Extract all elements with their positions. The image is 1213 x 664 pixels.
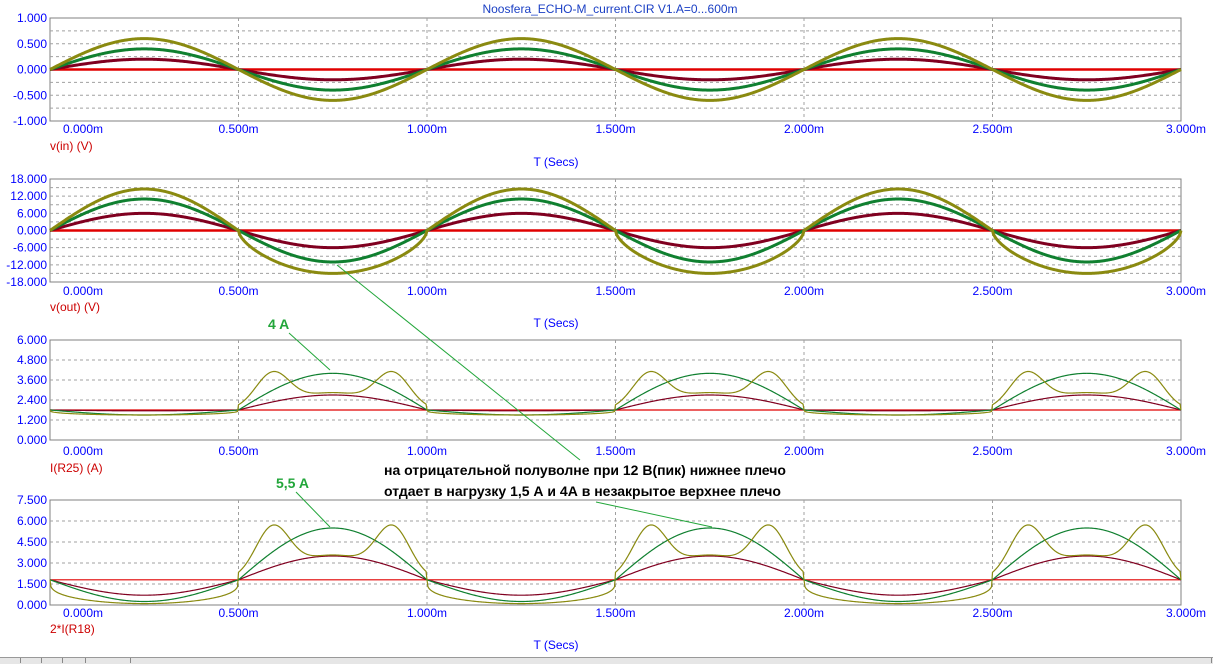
y-tick-label: 2.400 xyxy=(17,393,47,407)
annotation-pointer-vout xyxy=(336,264,581,461)
series-line-olive xyxy=(49,37,1182,102)
series-line-green xyxy=(49,372,1182,416)
x-tick-label: 0.500m xyxy=(218,284,258,298)
annotation-pointer-55a xyxy=(295,491,331,528)
y-tick-label: 0.500 xyxy=(17,37,47,51)
x-tick-label: 3.000m xyxy=(1166,606,1206,620)
x-tick-label: 1.500m xyxy=(595,606,635,620)
status-segment xyxy=(63,658,86,663)
x-tick-label: 3.000m xyxy=(1166,284,1206,298)
y-tick-label: 4.800 xyxy=(17,353,47,367)
x-tick-label: 0.500m xyxy=(218,606,258,620)
x-tick-label: 0.500m xyxy=(218,444,258,458)
x-axis-label: T (Secs) xyxy=(533,155,578,169)
panel-vin: 1.000 0.500 0.000 -0.500 -1.000 0.000m 0.500m 1… xyxy=(13,11,1206,169)
y-tick-label: 6.000 xyxy=(17,333,47,347)
y-tick-label: 0.000 xyxy=(17,63,47,77)
y-tick-label: -0.500 xyxy=(13,88,47,102)
x-tick-label: 2.000m xyxy=(784,122,824,136)
annotation-note-line2: отдает в нагрузку 1,5 А и 4А в незакрыто… xyxy=(384,483,781,499)
y-tick-label: 6.000 xyxy=(17,206,47,220)
y-tick-label: 0.000 xyxy=(17,433,47,447)
status-segment xyxy=(21,658,42,663)
x-tick-label: 2.500m xyxy=(972,606,1012,620)
x-tick-label: 0.000m xyxy=(63,606,103,620)
trace-label: I(R25) (A) xyxy=(50,461,103,475)
x-tick-label: 2.500m xyxy=(972,284,1012,298)
y-tick-label: -18.000 xyxy=(6,275,47,289)
y-tick-label: 4.500 xyxy=(17,535,47,549)
x-tick-label: 2.500m xyxy=(972,444,1012,458)
x-tick-label: 1.500m xyxy=(595,122,635,136)
x-tick-label: 1.000m xyxy=(407,444,447,458)
annotations: 4 A 5,5 A на отрицательной полуволне при… xyxy=(268,264,786,528)
x-tick-label: 0.000m xyxy=(63,444,103,458)
x-tick-label: 1.500m xyxy=(595,444,635,458)
x-tick-label: 1.000m xyxy=(407,606,447,620)
series-line-olive xyxy=(49,187,1183,275)
annotation-pointer-i18 xyxy=(595,501,713,528)
y-tick-label: 12.000 xyxy=(10,189,47,203)
y-tick-label: 6.000 xyxy=(17,514,47,528)
panel-i-r25: 6.000 4.800 3.600 2.400 1.200 0.000 0.000m 0.50… xyxy=(17,333,1206,475)
panel-2i-r18: 7.500 6.000 4.500 3.000 1.500 0.000 0.000m 0.50… xyxy=(17,493,1206,652)
x-tick-label: 2.000m xyxy=(784,606,824,620)
trace-label: 2*I(R18) xyxy=(50,622,95,636)
series-line-olive xyxy=(49,370,1182,416)
x-tick-label: 3.000m xyxy=(1166,444,1206,458)
y-tick-label: -12.000 xyxy=(6,258,47,272)
x-tick-label: 1.500m xyxy=(595,284,635,298)
trace-label: v(in) (V) xyxy=(50,139,93,153)
x-tick-label: 2.000m xyxy=(784,284,824,298)
y-tick-label: -6.000 xyxy=(13,241,47,255)
plot-frame xyxy=(49,499,1182,606)
series-line-olive xyxy=(49,524,1182,605)
y-tick-label: 1.200 xyxy=(17,413,47,427)
panel-vout: 18.000 12.000 6.000 0.000 -6.000 -12.000 -18.0… xyxy=(6,172,1206,330)
annotation-note-line1: на отрицательной полуволне при 12 В(пик)… xyxy=(384,462,786,478)
x-axis-label: T (Secs) xyxy=(533,638,578,652)
chart-title: Noosfera_ECHO-M_current.CIR V1.A=0...600… xyxy=(482,2,737,16)
x-tick-label: 0.000m xyxy=(63,122,103,136)
trace-label: v(out) (V) xyxy=(50,300,100,314)
x-tick-label: 2.000m xyxy=(784,444,824,458)
y-tick-label: 3.600 xyxy=(17,373,47,387)
y-tick-label: 1.500 xyxy=(17,577,47,591)
status-segment xyxy=(42,658,63,663)
y-tick-label: 7.500 xyxy=(17,493,47,507)
status-segment xyxy=(0,658,21,663)
x-tick-label: 1.000m xyxy=(407,122,447,136)
x-tick-label: 0.000m xyxy=(63,284,103,298)
y-tick-label: 18.000 xyxy=(10,172,47,186)
annotation-55a: 5,5 A xyxy=(276,475,309,491)
x-tick-label: 1.000m xyxy=(407,284,447,298)
status-segment xyxy=(130,658,1212,663)
y-tick-label: 0.000 xyxy=(17,598,47,612)
y-tick-label: 0.000 xyxy=(17,224,47,238)
x-tick-label: 3.000m xyxy=(1166,122,1206,136)
annotation-pointer-4a xyxy=(288,332,331,371)
y-tick-label: 3.000 xyxy=(17,556,47,570)
x-tick-label: 0.500m xyxy=(218,122,258,136)
x-tick-label: 2.500m xyxy=(972,122,1012,136)
y-tick-label: -1.000 xyxy=(13,114,47,128)
y-tick-label: 1.000 xyxy=(17,11,47,25)
x-axis-label: T (Secs) xyxy=(533,316,578,330)
annotation-4a: 4 A xyxy=(268,316,289,332)
status-bar xyxy=(0,657,1213,664)
